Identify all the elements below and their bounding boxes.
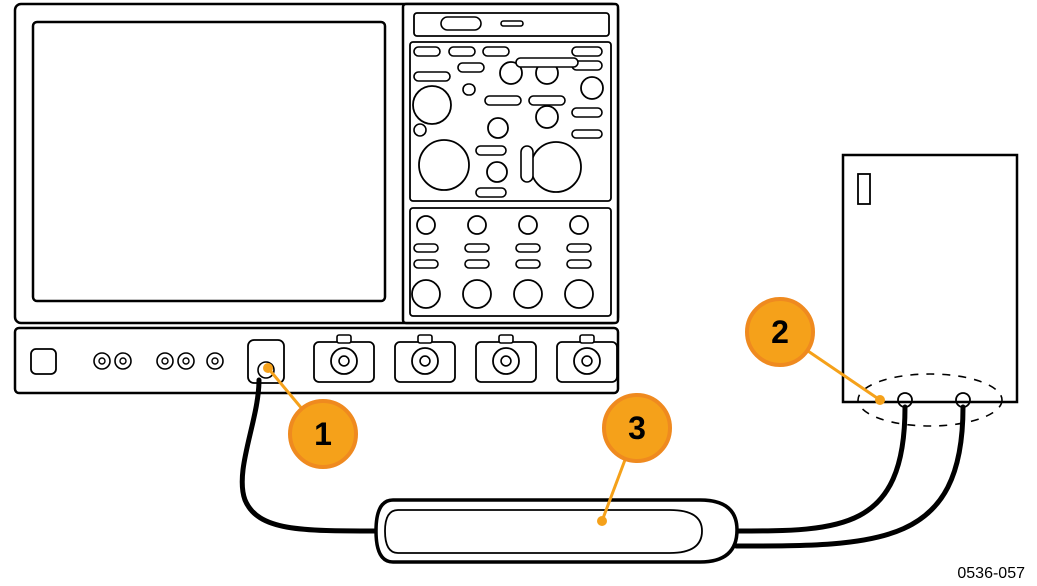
power-supply-box <box>843 155 1017 426</box>
cable-probe-to-supply-left <box>736 407 905 531</box>
callout-1-label: 1 <box>314 416 332 452</box>
callout-3-label: 3 <box>628 410 646 446</box>
callout-2-label: 2 <box>771 314 789 350</box>
current-probe <box>376 500 737 562</box>
cable-probe-to-supply-right <box>736 407 963 546</box>
oscilloscope <box>15 4 618 393</box>
figure-number: 0536-057 <box>957 565 1025 582</box>
connection-diagram: 1 2 3 0536-057 <box>0 0 1037 586</box>
current-probe-inner <box>385 510 702 553</box>
